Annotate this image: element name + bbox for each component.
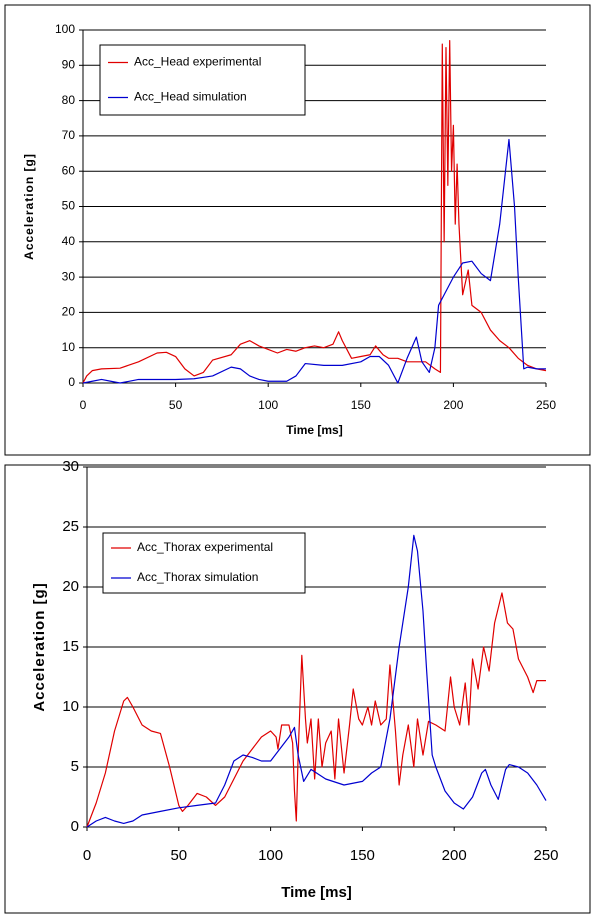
y-tick-label: 10 [62,340,76,354]
x-tick-label: 250 [533,847,558,864]
data-line [86,592,546,828]
y-tick-label: 25 [62,518,79,535]
y-tick-label: 0 [68,375,75,389]
x-tick-label: 250 [536,398,556,412]
y-tick-label: 100 [55,22,75,36]
y-tick-label: 30 [62,458,79,475]
data-line [82,138,546,384]
x-tick-label: 150 [351,398,371,412]
y-tick-label: 70 [62,128,76,142]
chart-frame [4,4,591,456]
y-tick-label: 10 [62,698,79,715]
y-axis-title: Acceleration [g] [22,153,36,260]
legend-box [102,532,306,594]
legend-label: Acc_Thorax experimental [137,540,273,554]
y-tick-label: 0 [71,818,79,835]
y-tick-label: 80 [62,93,76,107]
y-tick-label: 20 [62,305,76,319]
x-tick-label: 50 [170,847,187,864]
y-tick-label: 90 [62,57,76,71]
x-tick-label: 200 [442,847,467,864]
chart-frame [4,464,591,914]
data-line [86,534,547,828]
x-tick-label: 100 [258,847,283,864]
y-tick-label: 60 [62,163,76,177]
y-axis-title: Acceleration [g] [31,582,48,711]
y-tick-label: 50 [62,199,76,213]
x-axis-title: Time [ms] [281,884,352,901]
legend-label: Acc_Thorax simulation [137,570,258,584]
legend-box [99,44,306,116]
x-tick-label: 0 [80,398,87,412]
x-tick-label: 100 [258,398,278,412]
x-tick-label: 50 [169,398,183,412]
y-tick-label: 15 [62,638,79,655]
legend-label: Acc_Head simulation [134,90,247,104]
y-tick-label: 20 [62,578,79,595]
legend-label: Acc_Head experimental [134,55,261,69]
y-tick-label: 40 [62,234,76,248]
x-axis-title: Time [ms] [286,423,342,437]
data-line [82,39,547,384]
y-tick-label: 5 [71,758,79,775]
y-tick-label: 30 [62,269,76,283]
x-tick-label: 150 [350,847,375,864]
x-tick-label: 0 [83,847,91,864]
x-tick-label: 200 [443,398,463,412]
